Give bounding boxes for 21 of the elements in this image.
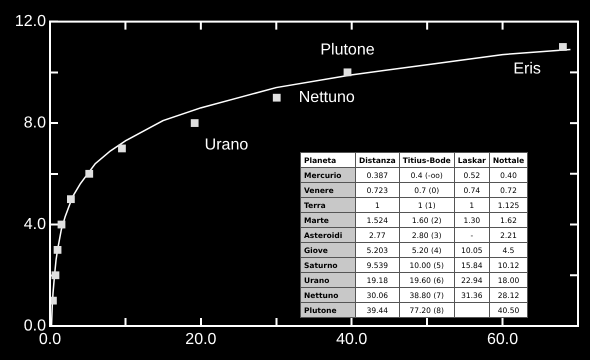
x-tick-label: 60.0: [487, 331, 518, 348]
y-tick-label: 8.0: [24, 114, 46, 132]
y-tick-label: 4.0: [24, 216, 46, 233]
point: [85, 170, 94, 178]
point: [58, 220, 66, 228]
annotation: Nettuno: [298, 89, 355, 106]
point: [272, 94, 281, 102]
y-tick-label: 12.0: [14, 13, 46, 30]
x-tick-label: 40.0: [336, 331, 368, 348]
point: [67, 195, 75, 204]
point: [559, 43, 567, 51]
point: [118, 144, 126, 152]
x-tick-label: 20.0: [185, 331, 217, 348]
annotation: Urano: [204, 136, 248, 154]
annotation: Eris: [513, 60, 541, 78]
point: [52, 271, 60, 280]
x-tick-label: 0.0: [38, 331, 62, 348]
point: [190, 119, 199, 127]
point: [54, 246, 62, 254]
point: [344, 68, 352, 76]
annotation: Plutone: [320, 42, 375, 59]
